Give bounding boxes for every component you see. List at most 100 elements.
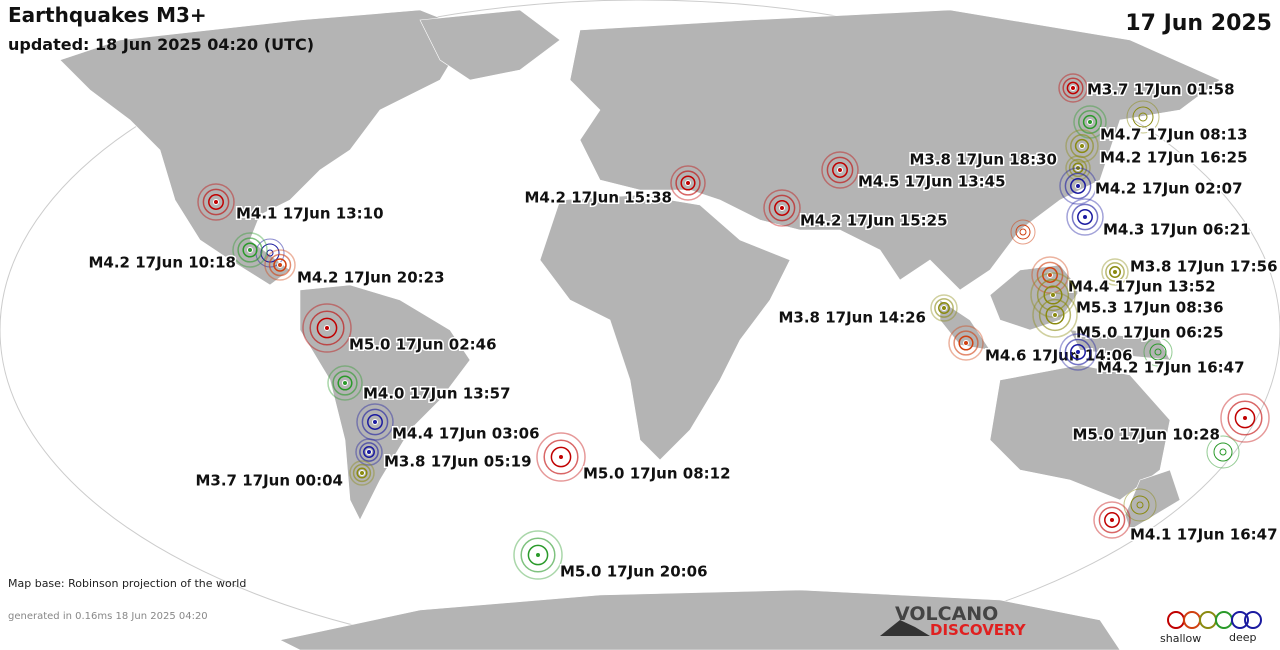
quake-marker [355, 438, 383, 466]
ring [948, 325, 984, 361]
ring [352, 463, 372, 483]
ring [355, 438, 383, 466]
ring [309, 310, 345, 346]
center [1052, 312, 1058, 318]
ring [1043, 285, 1063, 305]
ring [958, 335, 974, 351]
ring [543, 439, 579, 475]
ring [1104, 512, 1120, 528]
ring [1066, 81, 1080, 95]
quake-marker [1059, 167, 1097, 205]
quake-label: M3.8 17Jun 14:26 [778, 309, 926, 327]
quake-label: M5.0 17Jun 02:46 [349, 336, 497, 354]
quake-label: M4.3 17Jun 06:21 [1103, 221, 1251, 239]
ring [1078, 110, 1102, 134]
quake-marker [1101, 258, 1129, 286]
center [837, 167, 843, 173]
center [359, 470, 365, 476]
center [1075, 349, 1081, 355]
ring [1065, 129, 1099, 163]
quake-marker [1126, 100, 1160, 134]
ring [832, 162, 848, 178]
ring [536, 432, 586, 482]
center [1075, 165, 1081, 171]
quake-label: M5.0 17Jun 20:06 [560, 563, 708, 581]
ring [268, 253, 292, 277]
quake-label: M4.2 17Jun 10:18 [88, 254, 236, 272]
ring [1098, 506, 1126, 534]
ring [1032, 292, 1078, 338]
center [1087, 119, 1093, 125]
ring [349, 460, 375, 486]
quake-label: M4.5 17Jun 13:45 [858, 173, 1006, 191]
ring [513, 530, 563, 580]
ring [316, 317, 338, 339]
legend-deep: deep [1229, 631, 1257, 644]
quake-marker [264, 249, 296, 281]
quake-label: M5.0 17Jun 08:12 [583, 465, 731, 483]
ring [774, 200, 790, 216]
quake-marker [930, 294, 958, 322]
quake-marker [1206, 435, 1240, 469]
ring [1070, 344, 1086, 360]
quake-marker [536, 432, 586, 482]
ring [520, 537, 556, 573]
ring [1093, 501, 1131, 539]
logo-bottom: DISCOVERY [930, 621, 1027, 639]
ring [327, 365, 363, 401]
quake-marker [232, 232, 268, 268]
ring [202, 188, 230, 216]
quake-marker [948, 325, 984, 361]
center [1050, 292, 1056, 298]
quake-marker [1031, 256, 1069, 294]
ring [1070, 134, 1094, 158]
ring [1038, 298, 1072, 332]
ring [826, 156, 854, 184]
center [342, 380, 348, 386]
ring [550, 446, 572, 468]
quake-label: M5.0 17Jun 10:28 [1072, 426, 1220, 444]
ring [1031, 256, 1069, 294]
ring [337, 375, 353, 391]
center [1070, 85, 1076, 91]
quake-marker [349, 460, 375, 486]
quake-marker [670, 165, 706, 201]
quake-label: M4.4 17Jun 03:06 [392, 425, 540, 443]
center [1079, 143, 1085, 149]
ring [1101, 258, 1129, 286]
ring [302, 303, 352, 353]
ring [197, 183, 235, 221]
quake-label: M4.0 17Jun 13:57 [363, 385, 511, 403]
ring [1071, 203, 1099, 231]
ring [242, 242, 258, 258]
ring [208, 194, 224, 210]
title: Earthquakes M3+ [8, 3, 207, 27]
center [779, 205, 785, 211]
logo-mountain [880, 620, 930, 636]
ring [934, 298, 954, 318]
generated: generated in 0.16ms 18 Jun 2025 04:20 [8, 611, 208, 622]
ring [953, 330, 979, 356]
ring [1059, 167, 1097, 205]
ring [1234, 407, 1256, 429]
quake-marker [821, 151, 859, 189]
ring [1066, 198, 1104, 236]
quake-marker [1010, 219, 1036, 245]
ring [1036, 278, 1070, 312]
quake-marker [1220, 393, 1270, 443]
ring [232, 232, 268, 268]
quake-marker [1032, 292, 1078, 338]
quake-marker [1123, 488, 1157, 522]
ring [1082, 114, 1098, 130]
date: 17 Jun 2025 [1125, 11, 1272, 36]
ring [264, 249, 296, 281]
ring [938, 302, 950, 314]
center [1075, 183, 1081, 189]
ring [332, 370, 358, 396]
ring [1227, 400, 1263, 436]
ring [930, 294, 958, 322]
ring [670, 165, 706, 201]
quake-label: M3.7 17Jun 00:04 [195, 472, 343, 490]
center [1112, 269, 1118, 275]
ring [675, 170, 701, 196]
